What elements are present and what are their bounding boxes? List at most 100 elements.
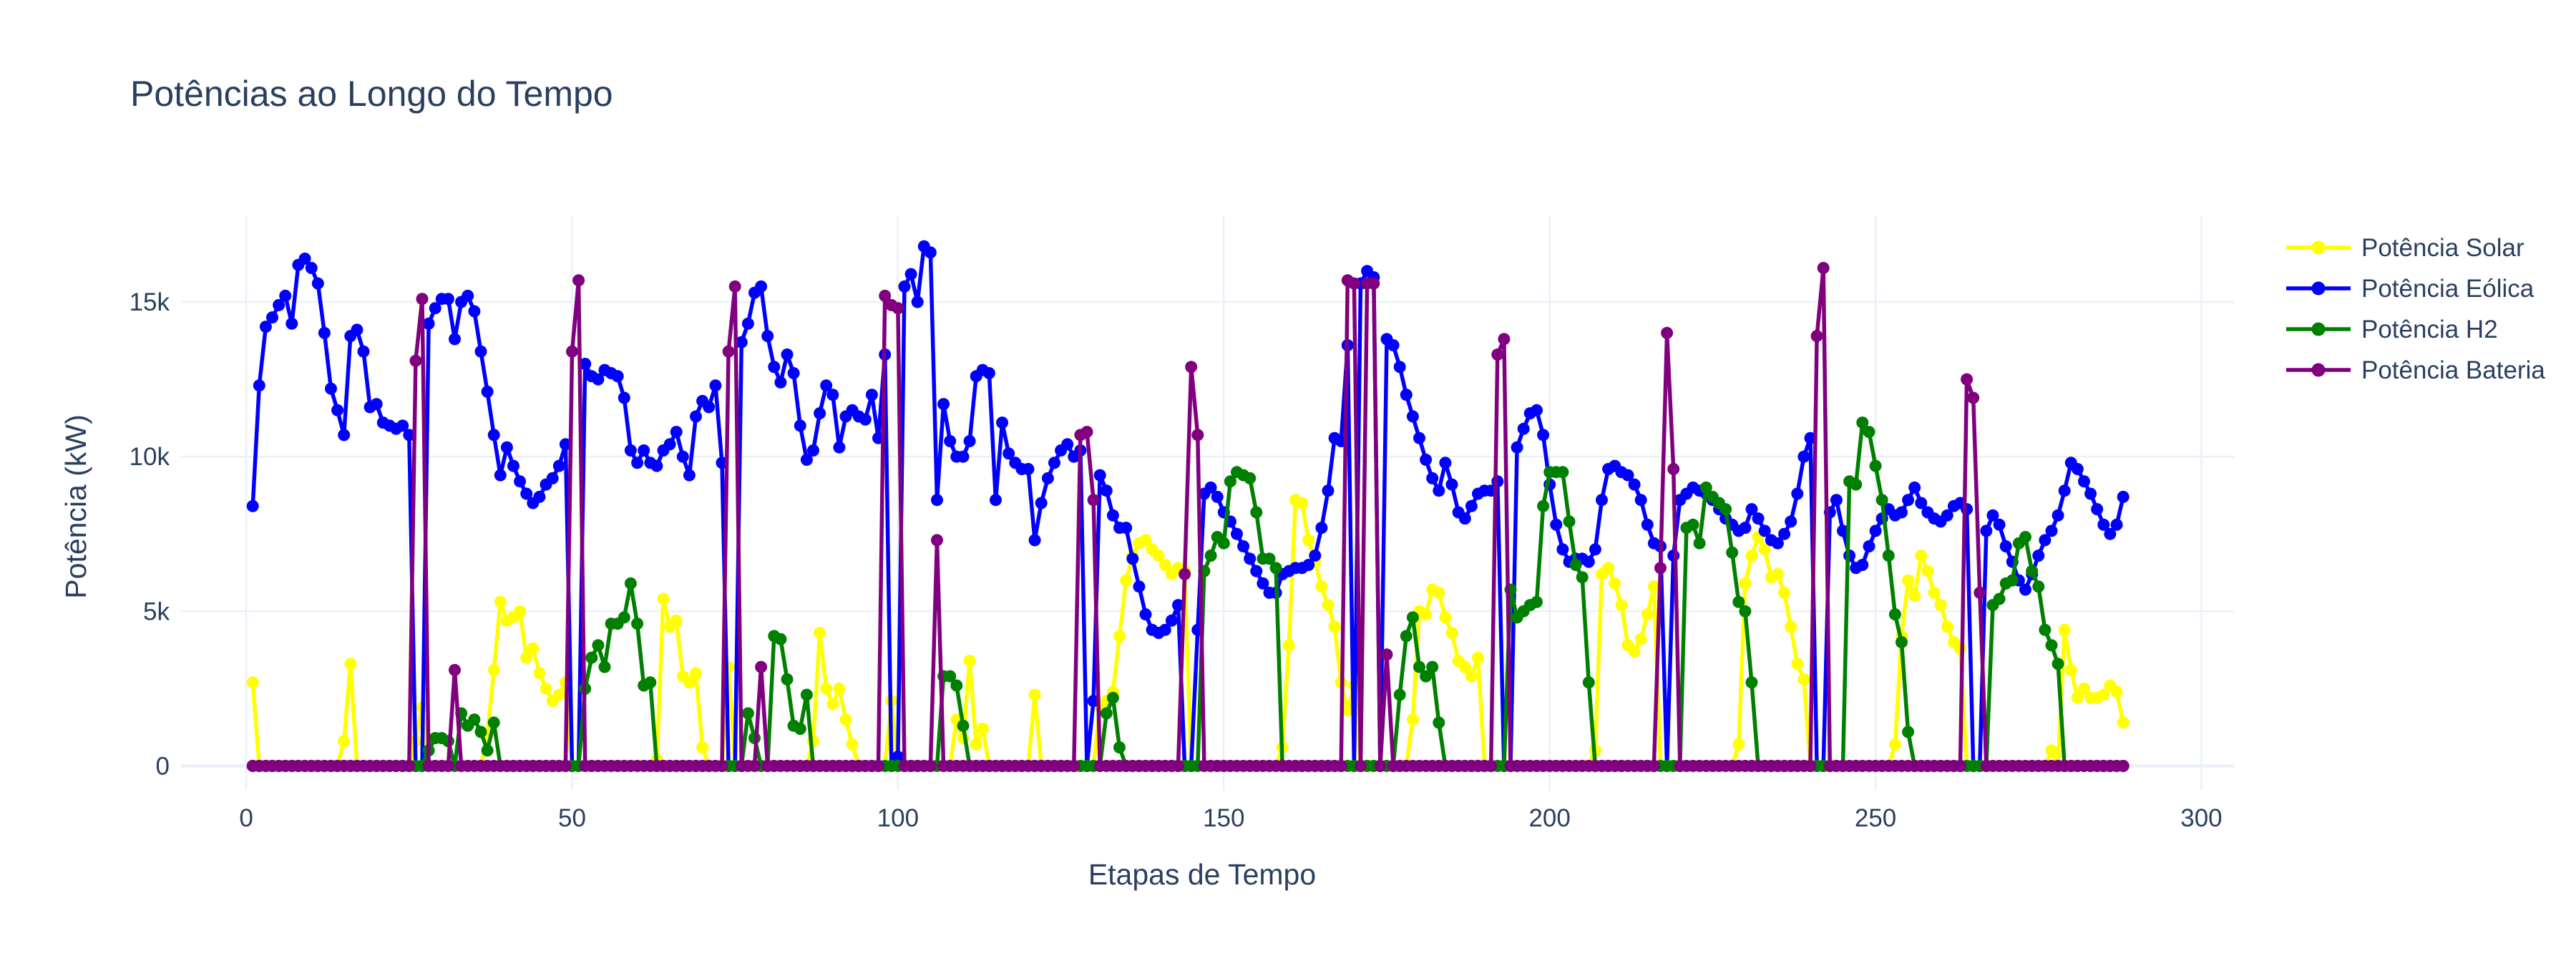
data-point xyxy=(1817,262,1830,274)
data-point xyxy=(904,268,917,280)
data-point xyxy=(1250,506,1263,519)
data-point xyxy=(1699,481,1712,494)
x-axis-title: Etapas de Tempo xyxy=(1088,858,1316,891)
y-tick-label: 15k xyxy=(130,288,170,316)
data-point xyxy=(1628,478,1641,491)
data-point xyxy=(514,475,527,488)
data-point xyxy=(741,707,754,720)
data-point xyxy=(1472,651,1484,664)
data-point xyxy=(1596,494,1608,507)
plot-area xyxy=(246,240,2129,772)
legend-swatch-marker xyxy=(2311,281,2326,296)
data-point xyxy=(527,642,540,655)
data-point xyxy=(416,293,429,306)
data-point xyxy=(1433,586,1445,599)
data-point xyxy=(1556,466,1569,479)
data-point xyxy=(1869,525,1882,537)
data-point xyxy=(1341,704,1354,717)
data-point xyxy=(1621,469,1634,482)
data-point xyxy=(1856,416,1869,429)
y-tick-label: 0 xyxy=(156,752,170,780)
x-tick-label: 0 xyxy=(239,804,253,832)
data-point xyxy=(1093,469,1106,482)
data-point xyxy=(1967,391,1980,404)
data-point xyxy=(1856,559,1869,571)
data-point xyxy=(1745,550,1758,562)
data-point xyxy=(696,741,709,753)
data-point xyxy=(2045,525,2058,537)
data-point xyxy=(311,277,324,290)
data-point xyxy=(1915,497,1928,509)
data-point xyxy=(1993,518,2006,531)
data-point xyxy=(1400,389,1413,401)
data-point xyxy=(826,389,839,401)
data-point xyxy=(1113,741,1126,753)
data-point xyxy=(1771,567,1784,580)
data-point xyxy=(1413,660,1425,673)
data-point xyxy=(1517,422,1530,435)
axis-ticks: 0 50 100 150 200 250 300 0 5k 10k 15k xyxy=(130,288,2223,832)
data-point xyxy=(1406,611,1419,624)
data-point xyxy=(2117,759,2129,772)
series-4 xyxy=(246,262,2129,772)
x-tick-label: 150 xyxy=(1203,804,1244,832)
data-point xyxy=(533,667,546,680)
data-point xyxy=(1745,503,1758,516)
data-point xyxy=(507,459,519,472)
data-point xyxy=(814,627,826,639)
data-point xyxy=(1908,590,1921,602)
data-point xyxy=(670,426,683,439)
data-point xyxy=(481,744,494,757)
legend-item[interactable]: Potência Solar xyxy=(2286,234,2524,262)
y-tick-label: 10k xyxy=(130,443,170,471)
data-point xyxy=(259,321,272,333)
data-point xyxy=(1100,707,1113,720)
data-point xyxy=(1087,494,1100,507)
data-point xyxy=(1152,550,1165,562)
data-point xyxy=(2110,518,2123,531)
data-point xyxy=(409,354,422,367)
data-point xyxy=(422,317,435,330)
data-point xyxy=(1804,759,1817,772)
data-point xyxy=(2117,716,2129,729)
data-point xyxy=(800,688,813,701)
data-point xyxy=(781,673,794,686)
data-point xyxy=(944,435,957,447)
data-point xyxy=(1654,562,1667,575)
legend[interactable]: Potência Solar Potência Eólica Potência H2… xyxy=(2286,234,2545,384)
data-point xyxy=(2039,623,2051,636)
data-point xyxy=(728,280,741,293)
legend-item[interactable]: Potência Eólica xyxy=(2286,275,2534,303)
data-point xyxy=(572,274,585,287)
legend-label: Potência H2 xyxy=(2361,316,2498,343)
data-point xyxy=(1433,484,1445,497)
data-point xyxy=(1139,534,1152,547)
data-point xyxy=(1830,494,1843,507)
data-point xyxy=(1986,509,1999,522)
data-point xyxy=(638,444,650,457)
legend-item[interactable]: Potência H2 xyxy=(2286,316,2498,343)
data-point xyxy=(1537,429,1550,441)
data-point xyxy=(598,660,611,673)
data-point xyxy=(579,358,592,370)
data-point xyxy=(2006,574,2019,587)
data-point xyxy=(1433,716,1445,729)
data-point xyxy=(618,391,630,404)
data-point xyxy=(338,429,351,441)
data-point xyxy=(1888,608,1901,621)
data-point xyxy=(566,345,578,358)
data-point xyxy=(494,469,507,482)
data-point xyxy=(1165,614,1178,627)
data-point xyxy=(286,317,298,330)
data-point xyxy=(1028,534,1041,547)
data-point xyxy=(1380,648,1393,661)
data-point xyxy=(1133,580,1146,593)
data-point xyxy=(487,663,500,676)
legend-item[interactable]: Potência Bateria xyxy=(2286,356,2545,384)
data-point xyxy=(1810,330,1823,343)
data-point xyxy=(2097,688,2110,701)
data-point xyxy=(396,419,409,432)
data-point xyxy=(1934,599,1947,612)
data-point xyxy=(1048,457,1060,469)
data-point xyxy=(1393,688,1406,701)
